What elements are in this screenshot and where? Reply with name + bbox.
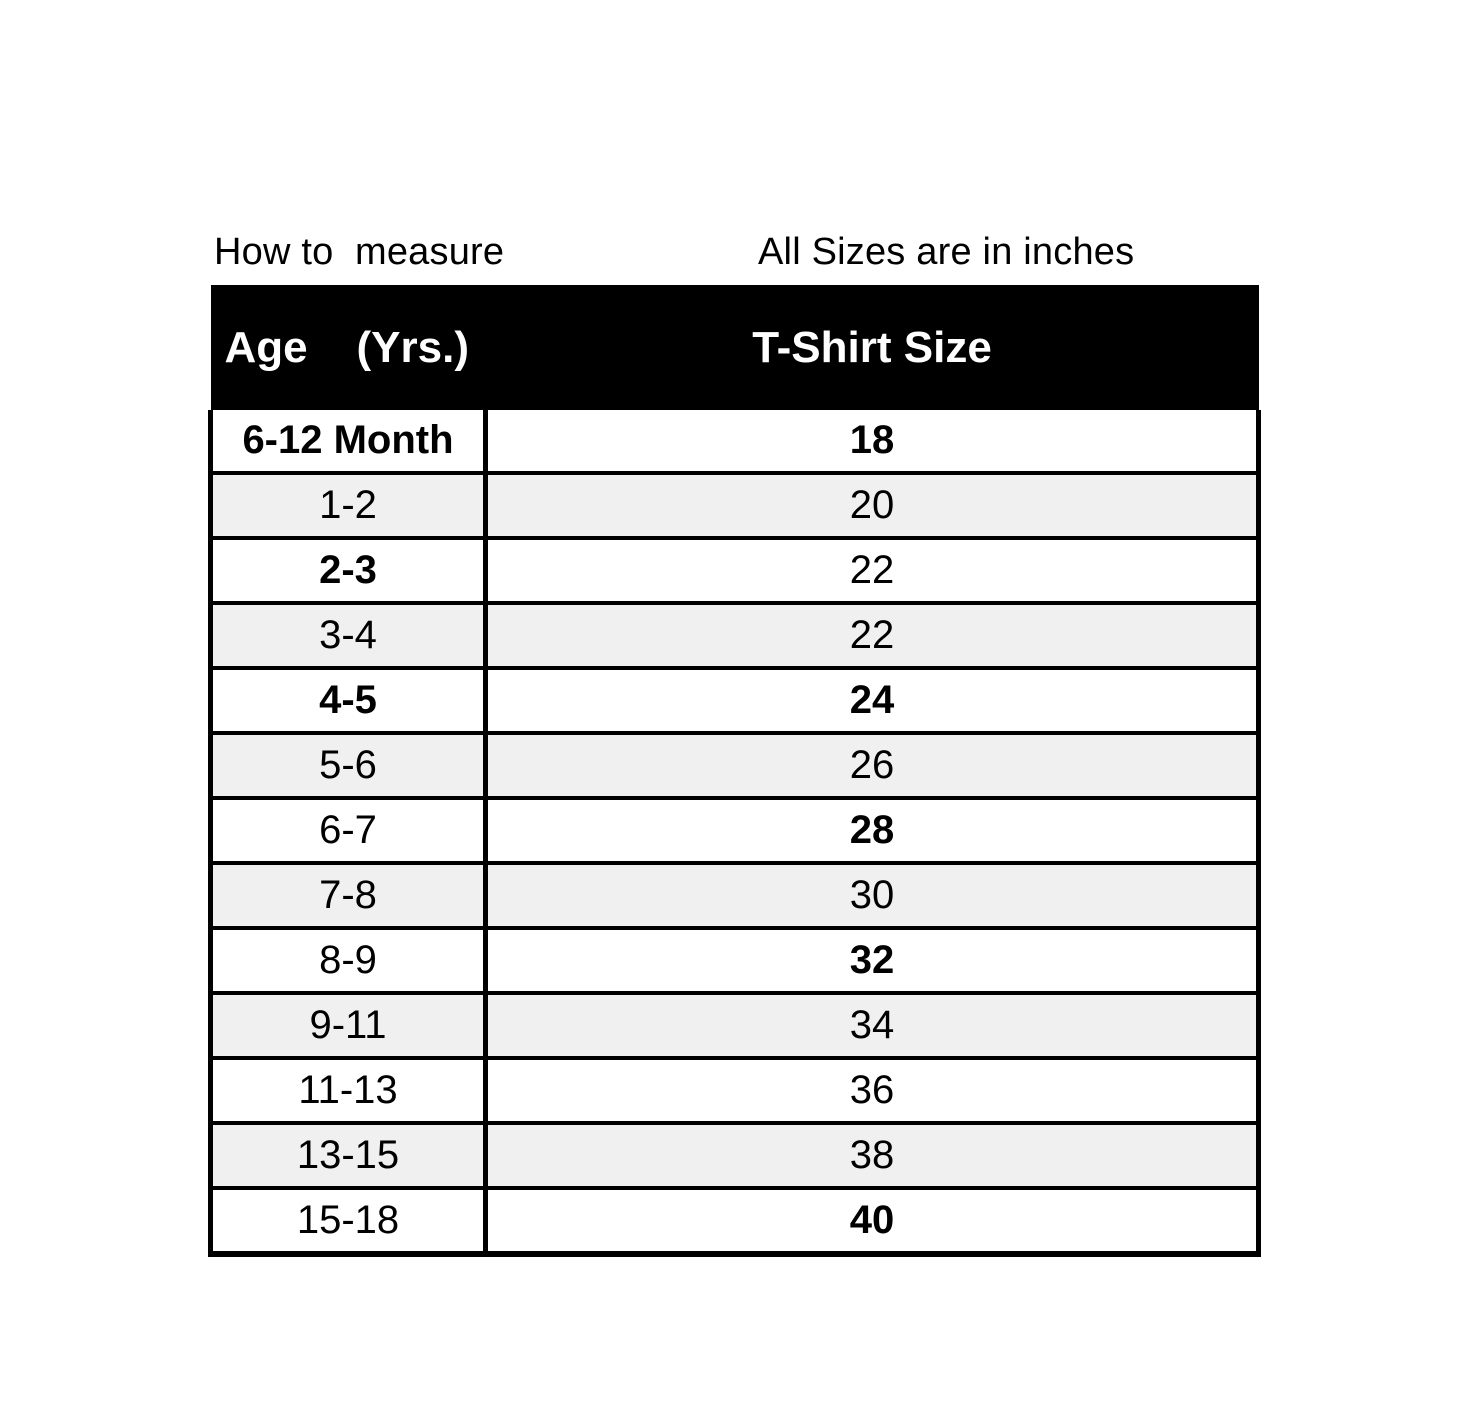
table-header-row: Age (Yrs.) T-Shirt Size (210, 285, 1259, 410)
cell-age: 15-18 (208, 1186, 488, 1257)
cell-age: 2-3 (208, 536, 488, 603)
table-row: 7-8 30 (208, 861, 1261, 928)
cell-age: 6-7 (208, 796, 488, 863)
cell-tshirt-size: 24 (483, 666, 1261, 733)
table-row: 15-18 40 (208, 1186, 1261, 1257)
table-row: 5-6 26 (208, 731, 1261, 798)
table-row: 13-15 38 (208, 1121, 1261, 1188)
table-header: Age (Yrs.) T-Shirt Size (210, 285, 1259, 410)
cell-tshirt-size: 34 (483, 991, 1261, 1058)
cell-tshirt-size: 36 (483, 1056, 1261, 1123)
table-row: 4-5 24 (208, 666, 1261, 733)
cell-age: 5-6 (208, 731, 488, 798)
cell-tshirt-size: 28 (483, 796, 1261, 863)
table-row: 6-7 28 (208, 796, 1261, 863)
cell-tshirt-size: 26 (483, 731, 1261, 798)
table-row: 6-12 Month 18 (208, 410, 1261, 473)
table-row: 11-13 36 (208, 1056, 1261, 1123)
units-note-label: All Sizes are in inches (758, 231, 1135, 273)
cell-tshirt-size: 32 (483, 926, 1261, 993)
cell-age: 13-15 (208, 1121, 488, 1188)
table-row: 8-9 32 (208, 926, 1261, 993)
how-to-measure-label: How to measure (214, 231, 505, 273)
table-row: 1-2 20 (208, 471, 1261, 538)
cell-tshirt-size: 22 (483, 536, 1261, 603)
cell-age: 6-12 Month (208, 410, 488, 473)
cell-tshirt-size: 40 (483, 1186, 1261, 1257)
caption-strip: How to measure All Sizes are in inches (208, 228, 1256, 284)
table-row: 2-3 22 (208, 536, 1261, 603)
cell-age: 8-9 (208, 926, 488, 993)
cell-age: 9-11 (208, 991, 488, 1058)
column-header-tshirt-size: T-Shirt Size (485, 285, 1259, 410)
size-chart-table: Age (Yrs.) T-Shirt Size 6-12 Month 18 1-2 2… (208, 285, 1261, 1257)
cell-age: 7-8 (208, 861, 488, 928)
cell-age: 11-13 (208, 1056, 488, 1123)
cell-age: 1-2 (208, 471, 488, 538)
cell-age: 3-4 (208, 601, 488, 668)
cell-tshirt-size: 22 (483, 601, 1261, 668)
cell-age: 4-5 (208, 666, 488, 733)
cell-tshirt-size: 20 (483, 471, 1261, 538)
column-header-age: Age (Yrs.) (210, 285, 486, 410)
table-row: 9-11 34 (208, 991, 1261, 1058)
table-row: 3-4 22 (208, 601, 1261, 668)
cell-tshirt-size: 38 (483, 1121, 1261, 1188)
cell-tshirt-size: 18 (483, 410, 1261, 473)
cell-tshirt-size: 30 (483, 861, 1261, 928)
table-body: 6-12 Month 18 1-2 20 2-3 22 3-4 22 4-5 24 5-6 26 6-7… (208, 410, 1261, 1257)
